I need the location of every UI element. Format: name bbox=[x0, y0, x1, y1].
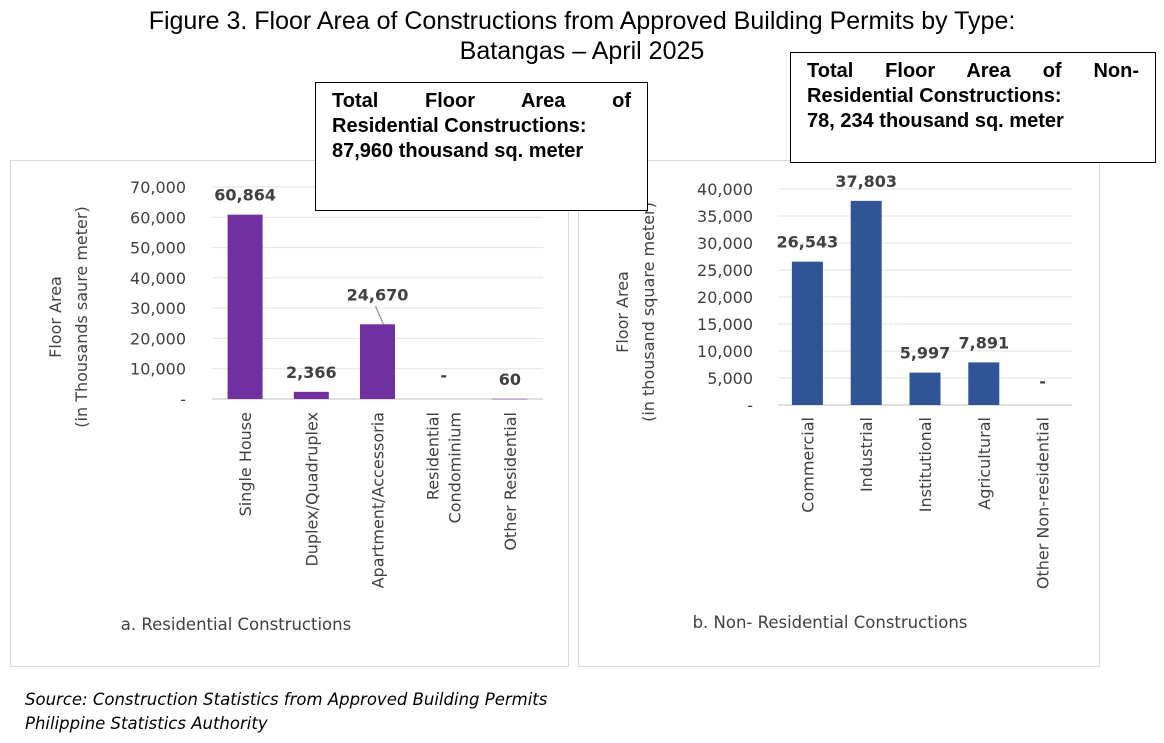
res-ytick-label: 50,000 bbox=[130, 239, 186, 258]
residential-callout-line2: Residential Constructions: bbox=[332, 115, 587, 137]
nonres-ytick-label: 10,000 bbox=[697, 342, 753, 361]
res-value-label-5: 60 bbox=[499, 370, 521, 389]
nonres-value-label-2: 37,803 bbox=[835, 172, 897, 191]
nonres-ytick-label: 20,000 bbox=[697, 288, 753, 307]
res-ytick-label: 70,000 bbox=[130, 178, 186, 197]
res-value-label-2: 2,366 bbox=[286, 363, 337, 382]
res-category-label-3: Apartment/Accessoria bbox=[369, 412, 388, 588]
nonres-ylabel-line2: (in thousand square meter) bbox=[639, 202, 658, 422]
nonres-category-label-5: Other Non-residential bbox=[1034, 417, 1053, 589]
res-value-label-3: 24,670 bbox=[347, 285, 409, 304]
res-category-label-5: Other Residential bbox=[501, 412, 520, 551]
nonres-value-label-3: 5,997 bbox=[900, 344, 951, 363]
res-bar-1 bbox=[227, 214, 263, 399]
figure-title-line1: Figure 3. Floor Area of Constructions fr… bbox=[148, 7, 1016, 35]
nonres-ytick-label: 25,000 bbox=[697, 261, 753, 280]
residential-callout-line3: 87,960 thousand sq. meter bbox=[332, 140, 584, 162]
nonres-ylabel-line1: Floor Area bbox=[613, 271, 632, 353]
res-ytick-label: 10,000 bbox=[130, 360, 186, 379]
nonres-ytick-label: 30,000 bbox=[697, 234, 753, 253]
nonres-category-label-3: Institutional bbox=[916, 417, 935, 512]
res-category-label-2: Duplex/Quadruplex bbox=[302, 412, 321, 567]
nonresidential-total-callout: Total Floor Area of Non- Residential Con… bbox=[790, 52, 1156, 163]
nonres-category-label-4: Agricultural bbox=[975, 417, 994, 510]
nonres-ytick-label: - bbox=[747, 396, 753, 415]
res-ytick-label: 40,000 bbox=[130, 269, 186, 288]
nonresidential-callout-line2: Residential Constructions: bbox=[807, 85, 1062, 107]
figure-title: Figure 3. Floor Area of Constructions fr… bbox=[0, 6, 1164, 66]
nonres-value-label-1: 26,543 bbox=[777, 233, 839, 252]
nonresidential-chart-panel bbox=[578, 160, 1100, 667]
nonres-ytick-label: 35,000 bbox=[697, 207, 753, 226]
residential-chart-panel bbox=[10, 160, 569, 667]
residential-callout-line1: Total Floor Area of bbox=[332, 90, 631, 112]
nonresidential-callout-line1: Total Floor Area of Non- bbox=[807, 60, 1139, 82]
figure-title-line2: Batangas – April 2025 bbox=[459, 37, 705, 65]
res-ylabel-line2: (in Thousands saure meter) bbox=[72, 206, 91, 427]
source-line1: Source: Construction Statistics from App… bbox=[25, 690, 548, 709]
nonresidential-callout-line3: 78, 234 thousand sq. meter bbox=[807, 110, 1064, 132]
res-category-label-1: Single House bbox=[236, 412, 255, 516]
nonres-value-label-4: 7,891 bbox=[958, 333, 1009, 352]
nonres-bar-2 bbox=[850, 200, 882, 405]
res-ytick-label: - bbox=[180, 390, 186, 409]
nonres-bar-4 bbox=[968, 362, 1000, 405]
nonres-chart-title: b. Non- Residential Constructions bbox=[693, 613, 968, 632]
source-line2: Philippine Statistics Authority bbox=[25, 714, 268, 733]
res-bar-5 bbox=[492, 398, 528, 400]
res-ytick-label: 30,000 bbox=[130, 299, 186, 318]
res-bar-2 bbox=[293, 391, 329, 399]
res-value-label-leader bbox=[375, 306, 384, 325]
nonres-bar-3 bbox=[909, 372, 941, 405]
res-ylabel-line1: Floor Area bbox=[46, 276, 65, 358]
nonres-category-label-2: Industrial bbox=[857, 417, 876, 492]
res-value-label-1: 60,864 bbox=[214, 186, 276, 205]
res-category-label-4: Residential bbox=[424, 412, 443, 500]
nonres-category-label-1: Commercial bbox=[798, 417, 817, 513]
nonres-ytick-label: 40,000 bbox=[697, 180, 753, 199]
nonres-value-label-5: - bbox=[1039, 372, 1046, 391]
residential-total-callout: Total Floor Area of Residential Construc… bbox=[315, 82, 648, 211]
res-value-label-4: - bbox=[440, 366, 447, 385]
source-note: Source: Construction Statistics from App… bbox=[25, 688, 547, 736]
nonres-ytick-label: 5,000 bbox=[707, 369, 753, 388]
res-category-label-4: Condominium bbox=[446, 412, 465, 523]
res-chart-title: a. Residential Constructions bbox=[121, 615, 351, 634]
nonres-bar-1 bbox=[791, 261, 823, 405]
res-bar-3 bbox=[360, 324, 395, 399]
nonres-ytick-label: 15,000 bbox=[697, 315, 753, 334]
res-ytick-label: 20,000 bbox=[130, 329, 186, 348]
res-ytick-label: 60,000 bbox=[130, 208, 186, 227]
